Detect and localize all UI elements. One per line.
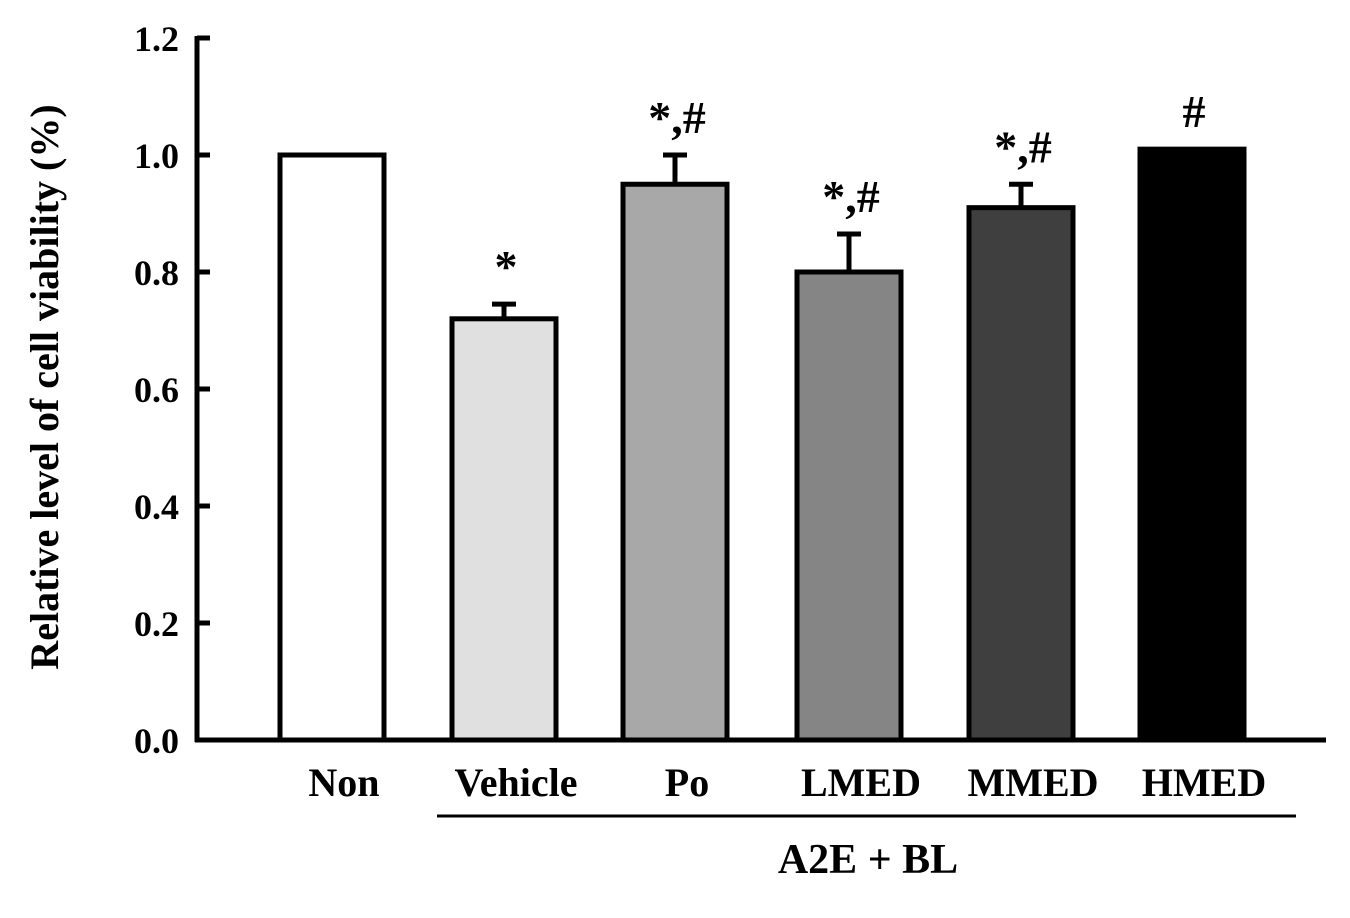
bar-vehicle — [449, 316, 559, 743]
significance-marker: *,# — [822, 171, 880, 222]
y-axis-label: Relative level of cell viability (%) — [22, 104, 67, 669]
x-tick-label: Vehicle — [455, 760, 578, 805]
labels: 0.0 0.2 0.4 0.6 0.8 1.0 1.2 Non * Vehicle *,# Po *,#… — [134, 19, 1266, 805]
y-tick-label: 0.6 — [134, 370, 179, 410]
y-tick-label: 0.4 — [134, 487, 179, 527]
significance-marker: * — [495, 241, 518, 292]
bar-lmed — [794, 269, 904, 743]
y-tick-label: 0.0 — [134, 721, 179, 761]
bar-mmed — [966, 205, 1076, 743]
y-tick-label: 1.0 — [134, 136, 179, 176]
x-tick-label: HMED — [1142, 760, 1266, 805]
bar-non — [277, 152, 387, 743]
bars — [277, 146, 1247, 743]
significance-marker: *,# — [648, 92, 706, 143]
y-tick-label: 0.2 — [134, 604, 179, 644]
x-tick-label: LMED — [801, 760, 921, 805]
group-label: A2E + BL — [778, 837, 958, 883]
y-tick-label: 1.2 — [134, 19, 179, 59]
x-tick-label: Po — [665, 760, 709, 805]
significance-marker: # — [1183, 86, 1206, 137]
bar-po — [620, 181, 730, 743]
x-tick-label: MMED — [967, 760, 1098, 805]
y-tick-label: 0.8 — [134, 253, 179, 293]
bar-hmed — [1137, 146, 1247, 743]
x-tick-label: Non — [308, 760, 379, 805]
significance-marker: *,# — [994, 121, 1052, 172]
